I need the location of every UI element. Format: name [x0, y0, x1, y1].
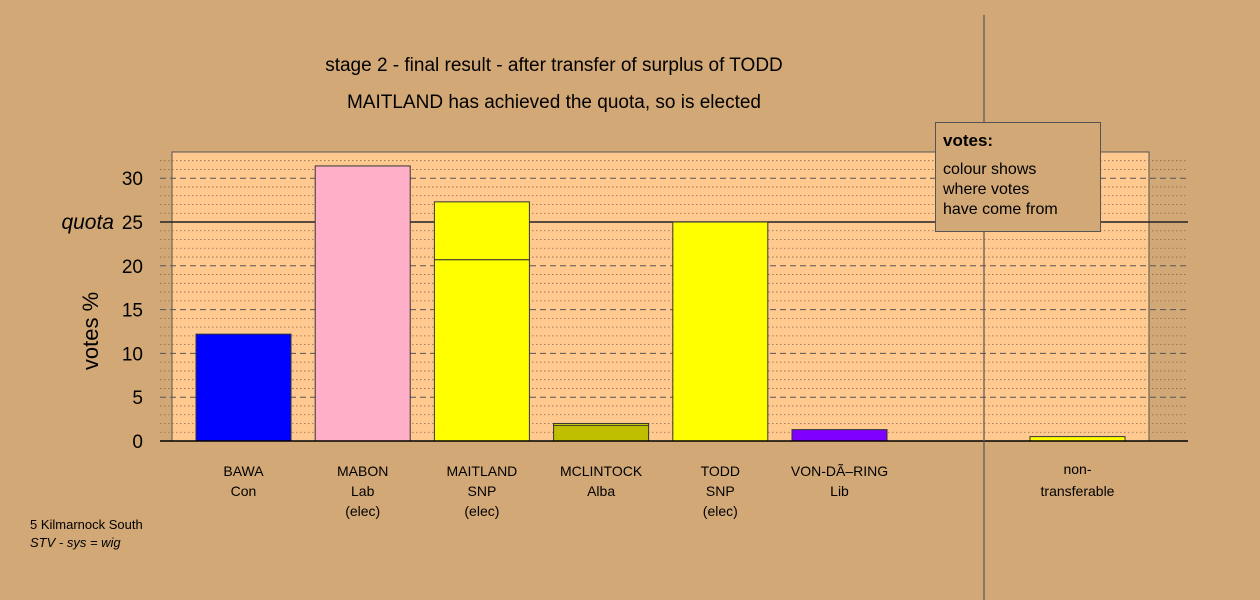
footer: 5 Kilmarnock South STV - sys = wig — [30, 516, 143, 552]
bar-segment — [314, 165, 411, 442]
candidate-party: Lib — [830, 483, 849, 499]
candidate-status: (elec) — [345, 503, 380, 519]
y-tick-label: 15 — [122, 301, 143, 322]
y-axis-label: votes % — [78, 292, 103, 370]
candidate-name: BAWA — [223, 463, 264, 479]
bar-segment — [433, 259, 530, 442]
legend-line: colour shows — [943, 161, 1037, 178]
y-tick-label: 0 — [132, 432, 143, 453]
bar-segment — [195, 333, 292, 442]
y-tick-label: 30 — [122, 169, 143, 190]
bar-segment — [672, 221, 769, 442]
y-tick-label: 20 — [122, 257, 143, 278]
candidate-party: SNP — [706, 483, 735, 499]
legend-line: where votes — [943, 181, 1030, 198]
bar-segment — [553, 422, 650, 426]
candidate-name: TODD — [701, 463, 740, 479]
system-label: STV - sys = wig — [30, 535, 121, 550]
candidate-party: Con — [231, 483, 257, 499]
nontransferable-label: transferable — [1041, 483, 1115, 499]
constituency-name: 5 Kilmarnock South — [30, 517, 143, 532]
candidate-party: SNP — [468, 483, 497, 499]
nontransferable-label: non- — [1063, 461, 1091, 477]
candidate-status: (elec) — [703, 503, 738, 519]
y-tick-label: 10 — [122, 344, 143, 365]
candidate-party: Alba — [587, 483, 615, 499]
candidate-name: VON-DÃ–RING — [791, 463, 888, 479]
legend: votes: colour shows where votes have com… — [935, 122, 1101, 232]
candidate-party: Lab — [351, 483, 375, 499]
bars — [195, 165, 1126, 442]
chart-title: stage 2 - final result - after transfer … — [325, 55, 783, 76]
bar-segment — [433, 201, 530, 261]
y-axis: 0 5 10 15 20 25 30 quota — [61, 169, 143, 453]
legend-line: have come from — [943, 201, 1058, 218]
y-tick-label: 5 — [132, 388, 143, 409]
candidate-status: (elec) — [464, 503, 499, 519]
candidate-name: MAITLAND — [447, 463, 518, 479]
candidate-name: MCLINTOCK — [560, 463, 643, 479]
legend-title: votes: — [943, 131, 994, 150]
candidate-name: MABON — [337, 463, 388, 479]
bar-segment — [553, 424, 650, 442]
chart-subtitle: MAITLAND has achieved the quota, so is e… — [347, 92, 761, 113]
y-tick-label: 25 — [122, 213, 143, 234]
bar-segment — [791, 429, 888, 442]
x-axis-labels: BAWA Con MABON Lab (elec) MAITLAND SNP (elec) MC… — [223, 461, 1114, 519]
quota-label: quota — [61, 211, 114, 234]
